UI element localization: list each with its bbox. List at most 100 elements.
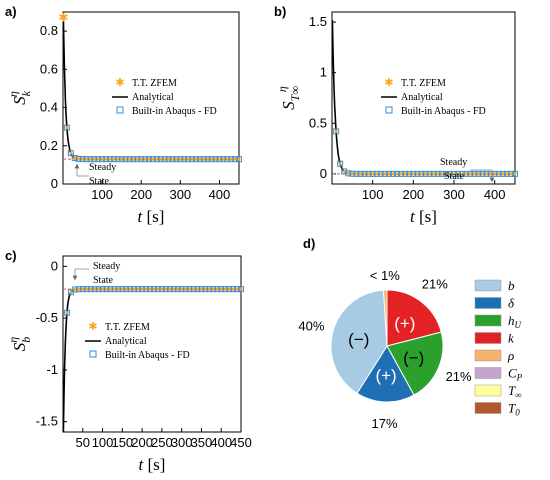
y-axis-label-S: S	[279, 101, 298, 110]
zfem-marker	[108, 157, 112, 161]
fd-marker	[442, 170, 449, 177]
y-tick-label: 0	[51, 258, 58, 273]
fd-marker	[337, 160, 344, 167]
zfem-marker	[116, 157, 120, 161]
fd-marker	[410, 170, 417, 177]
zfem-marker	[199, 287, 203, 291]
fd-marker	[467, 170, 474, 177]
zfem-marker	[460, 172, 464, 176]
y-tick-label: 0	[320, 166, 327, 181]
zfem-marker	[489, 172, 493, 176]
panel-a: a) 100 200 300 400 0 0.2 0.4 0.6 0.8 t [s] Skη ✱ ✱ T.T…	[5, 4, 242, 226]
zfem-marker	[513, 172, 517, 176]
zfem-marker	[203, 287, 207, 291]
fd-marker	[483, 170, 490, 177]
fd-marker	[365, 170, 372, 177]
zfem-marker	[65, 126, 69, 130]
x-tick-label: 200	[130, 187, 152, 202]
y-tick-label: -1.5	[36, 414, 58, 429]
zfem-marker	[152, 287, 156, 291]
x-tick-label: 300	[443, 187, 465, 202]
x-axis-label: t [s]	[139, 455, 166, 474]
y-axis-label: Sbη	[6, 337, 33, 352]
fd-marker	[71, 155, 78, 162]
legend-fd-symbol	[385, 106, 393, 114]
x-tick-label: 150	[111, 435, 133, 450]
legend-label: k	[508, 331, 514, 346]
y-axis-label-sub: k	[19, 90, 33, 96]
fd-marker	[451, 170, 457, 177]
zfem-marker	[127, 157, 131, 161]
zfem-marker	[147, 157, 151, 161]
fd-marker	[512, 170, 518, 177]
x-axis-label-var: t	[138, 207, 147, 226]
fd-marker	[381, 170, 388, 177]
zfem-marker	[116, 287, 120, 291]
legend-label: ρ	[507, 348, 514, 363]
fd-marker	[373, 170, 380, 177]
x-axis-label: t [s]	[138, 207, 165, 226]
y-axis-label-sub: T∞	[288, 86, 302, 102]
y-tick-label: 0	[51, 176, 58, 191]
x-tick-label: 450	[230, 435, 252, 450]
fd-marker	[487, 170, 494, 177]
pie-percent-label: 21%	[422, 276, 448, 291]
zfem-marker	[120, 157, 124, 161]
zfem-marker	[379, 172, 383, 176]
zfem-marker	[444, 172, 448, 176]
y-axis-label: ST∞η	[275, 86, 302, 110]
legend-swatch	[474, 279, 502, 292]
zfem-marker	[229, 157, 233, 161]
y-axis-label-sup: η	[6, 337, 20, 343]
zfem-marker	[124, 287, 128, 291]
fd-marker	[426, 170, 433, 177]
x-tick-label: 300	[169, 187, 191, 202]
legend-label-main: C	[508, 366, 517, 381]
legend-label-sub: P	[516, 373, 523, 383]
fd-marker	[503, 170, 510, 177]
zfem-marker	[168, 287, 172, 291]
zfem-marker	[485, 172, 489, 176]
zfem-marker	[100, 157, 104, 161]
legend-analytical-label: Analytical	[132, 92, 174, 103]
zfem-marker	[85, 287, 89, 291]
zfem-marker	[403, 172, 407, 176]
pie-percent-label: < 1%	[370, 268, 400, 283]
y-tick-label: 0.8	[40, 23, 58, 38]
panel-label: b)	[274, 4, 286, 19]
fd-marker	[475, 170, 482, 177]
zfem-marker	[108, 287, 112, 291]
zfem-marker	[334, 129, 338, 133]
fd-marker	[499, 170, 506, 177]
zfem-marker	[497, 172, 501, 176]
fd-marker	[422, 170, 429, 177]
legend-fd-symbol	[116, 106, 124, 114]
zfem-marker	[436, 172, 440, 176]
zfem-marker	[69, 290, 73, 294]
zfem-marker	[186, 157, 190, 161]
legend-zfem-label: T.T. ZFEM	[132, 78, 177, 89]
fd-marker	[345, 170, 352, 177]
steady-state-annotation: Steady State	[440, 157, 495, 183]
zfem-marker	[73, 156, 77, 160]
fd-marker	[377, 170, 384, 177]
fd-marker	[63, 124, 70, 131]
zfem-marker	[172, 287, 176, 291]
fd-marker	[402, 170, 409, 177]
zfem-marker	[509, 172, 513, 176]
legend-swatch	[474, 402, 502, 414]
legend-swatch	[474, 384, 502, 397]
legend-label-main: b	[508, 278, 515, 293]
panel-b: b) 100 200 300 400 0 0.5 1 1.5 t [s] ST∞η ✱ T.T. ZFE…	[274, 4, 518, 226]
fd-marker	[438, 170, 445, 177]
zfem-marker	[493, 172, 497, 176]
fd-marker	[430, 170, 437, 177]
zfem-marker	[128, 287, 132, 291]
zfem-marker	[136, 287, 140, 291]
zfem-marker	[160, 287, 164, 291]
zfem-marker	[411, 172, 415, 176]
legend-label-main: T	[508, 383, 516, 398]
y-tick-label: 1	[320, 65, 327, 80]
fd-marker	[471, 170, 478, 177]
